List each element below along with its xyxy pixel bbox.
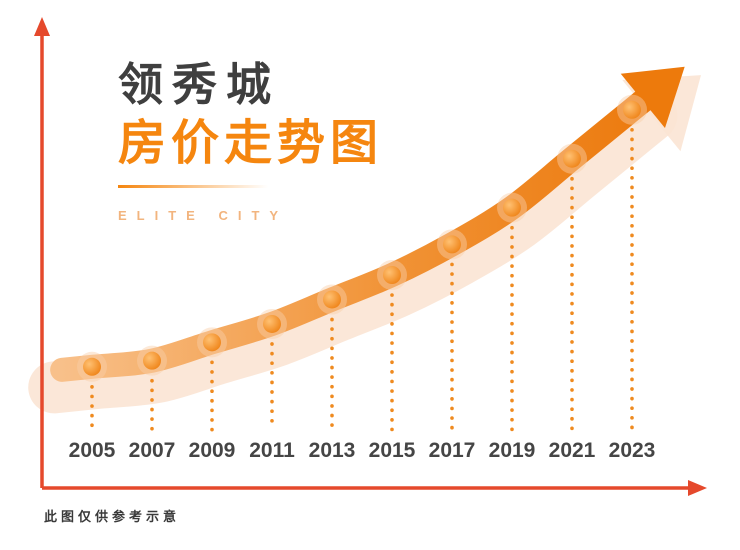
data-dot (83, 357, 101, 376)
title-underline-decoration (118, 184, 268, 188)
year-label: 2009 (189, 439, 236, 462)
year-label: 2023 (609, 439, 656, 462)
year-label: 2005 (69, 439, 116, 462)
subtitle-elite-city: ELITE CITY (118, 207, 289, 223)
x-axis-arrow-icon (688, 480, 707, 496)
y-axis-arrow-icon (34, 17, 50, 36)
year-label: 2019 (489, 439, 536, 462)
chart-title-primary: 领秀城 (118, 59, 281, 110)
chart-title-secondary: 房价走势图 (118, 116, 384, 170)
year-label: 2015 (369, 439, 416, 462)
year-label: 2017 (429, 439, 476, 462)
data-dot (143, 351, 161, 370)
plot-area: 2005 2007 2009 2011 2013 2015 2017 2019 2021 2023 (69, 94, 656, 462)
disclaimer-text: 此图仅供参考示意 (44, 509, 181, 524)
data-dot (323, 290, 341, 309)
year-label: 2007 (129, 439, 176, 462)
trend-band-shadow (28, 89, 678, 414)
data-dot (623, 100, 641, 119)
data-dot (263, 314, 281, 333)
year-label: 2013 (309, 439, 356, 462)
year-label: 2021 (549, 439, 596, 462)
data-dot (503, 198, 521, 217)
data-dot (383, 266, 401, 284)
data-dot (203, 333, 221, 352)
title-block: 领秀城 房价走势图 ELITE CITY (118, 60, 383, 223)
trend-arrowhead-icon (620, 66, 685, 129)
year-label: 2011 (249, 439, 295, 462)
data-dot (563, 149, 581, 168)
data-dot (443, 235, 461, 254)
